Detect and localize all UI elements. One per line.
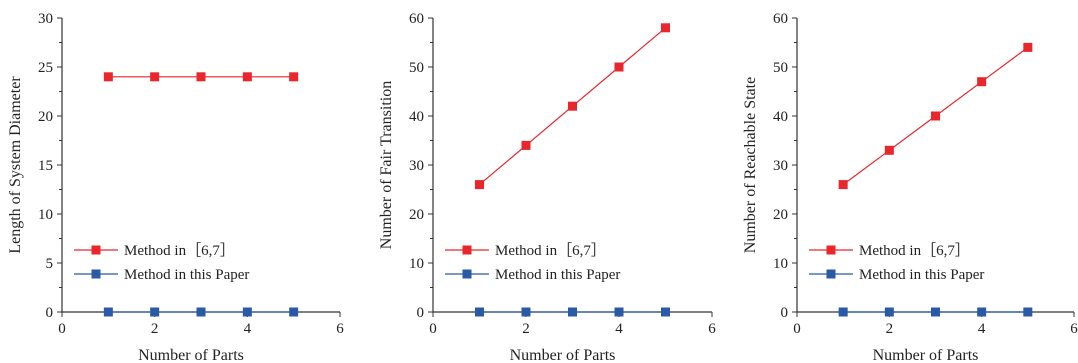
data-point-marker [242, 72, 252, 82]
legend-marker [91, 269, 101, 279]
data-point-marker [475, 180, 484, 190]
data-point-marker [103, 72, 113, 82]
x-tick-label: 6 [1070, 321, 1078, 337]
data-point-marker [521, 307, 531, 317]
data-point-marker [614, 307, 624, 317]
data-point-marker [568, 307, 577, 317]
data-point-marker [289, 72, 299, 82]
data-point-marker [521, 140, 531, 150]
y-tick-label: 60 [409, 11, 424, 27]
legend-marker [91, 245, 101, 255]
legend-label: Method in［6,7］ [495, 242, 606, 259]
data-point-marker [475, 307, 484, 317]
data-point-marker [931, 111, 940, 121]
x-tick-label: 6 [336, 321, 344, 337]
y-tick-label: 50 [773, 60, 788, 76]
y-tick-label: 20 [38, 109, 53, 125]
y-tick-label: 20 [773, 207, 788, 223]
y-tick-label: 0 [417, 305, 425, 321]
y-tick-label: 25 [38, 60, 53, 76]
y-tick-label: 40 [773, 109, 788, 125]
y-tick-label: 0 [46, 305, 54, 321]
x-axis-label: Number of Parts [873, 347, 979, 363]
chart-panel-1: 0 5 10 15 20 25 30 0 2 4 6 Number of Parts Length of… [7, 11, 344, 363]
data-point-marker [196, 72, 206, 82]
y-tick-label: 0 [781, 305, 789, 321]
legend: Method in［6,7］ Method in this Paper [445, 242, 620, 283]
x-tick-label: 0 [58, 321, 66, 337]
data-point-marker [1023, 42, 1033, 52]
data-point-marker [661, 307, 670, 317]
chart-panel-3: 0 10 20 30 40 50 60 0 2 4 6 Number of Parts Number o… [742, 11, 1078, 363]
legend-label: Method in this Paper [859, 267, 984, 283]
data-point-marker [977, 307, 987, 317]
data-point-marker [977, 77, 987, 87]
y-tick-label: 40 [409, 109, 424, 125]
x-tick-label: 6 [708, 321, 716, 337]
x-tick-label: 2 [151, 321, 159, 337]
data-point-marker [661, 23, 670, 33]
legend-marker [462, 269, 472, 279]
data-point-marker [103, 307, 113, 317]
data-point-marker [838, 307, 848, 317]
y-axis-label: Number of Reachable State [742, 77, 759, 253]
x-tick-label: 0 [429, 321, 437, 337]
data-point-marker [568, 101, 577, 111]
y-tick-label: 60 [773, 11, 788, 27]
y-tick-label: 30 [773, 158, 788, 174]
legend-marker [826, 269, 836, 279]
y-tick-label: 30 [409, 158, 424, 174]
legend-label: Method in［6,7］ [124, 242, 235, 259]
x-axis-label: Number of Parts [510, 347, 616, 363]
legend-marker [826, 245, 836, 255]
legend-label: Method in this Paper [124, 267, 249, 283]
legend-label: Method in this Paper [495, 267, 620, 283]
y-tick-label: 50 [409, 60, 424, 76]
data-point-marker [838, 180, 848, 190]
y-tick-label: 15 [38, 158, 53, 174]
y-tick-label: 20 [409, 207, 424, 223]
data-point-marker [242, 307, 252, 317]
chart-panel-2: 0 10 20 30 40 50 60 0 2 4 6 Number of Parts Number o… [378, 11, 716, 363]
x-tick-label: 0 [793, 321, 801, 337]
y-tick-label: 10 [773, 256, 788, 272]
x-tick-label: 2 [522, 321, 530, 337]
legend-marker [462, 245, 472, 255]
data-point-marker [931, 307, 940, 317]
x-tick-label: 4 [615, 321, 623, 337]
legend: Method in［6,7］ Method in this Paper [74, 242, 249, 283]
x-axis-label: Number of Parts [138, 347, 244, 363]
y-axis-label: Number of Fair Transition [378, 81, 395, 249]
y-tick-label: 10 [38, 207, 53, 223]
x-tick-label: 4 [978, 321, 986, 337]
x-tick-label: 2 [886, 321, 894, 337]
y-axis-label: Length of System Diameter [7, 76, 24, 254]
data-point-marker [150, 72, 160, 82]
data-point-marker [196, 307, 206, 317]
data-point-marker [884, 307, 894, 317]
data-point-marker [150, 307, 160, 317]
data-point-marker [614, 62, 624, 72]
y-tick-label: 5 [46, 256, 54, 272]
data-point-marker [289, 307, 299, 317]
x-tick-label: 4 [244, 321, 252, 337]
legend: Method in［6,7］ Method in this Paper [809, 242, 984, 283]
y-tick-label: 10 [409, 256, 424, 272]
y-tick-label: 30 [38, 11, 53, 27]
data-point-marker [884, 145, 894, 155]
legend-label: Method in［6,7］ [859, 242, 970, 259]
data-point-marker [1023, 307, 1033, 317]
